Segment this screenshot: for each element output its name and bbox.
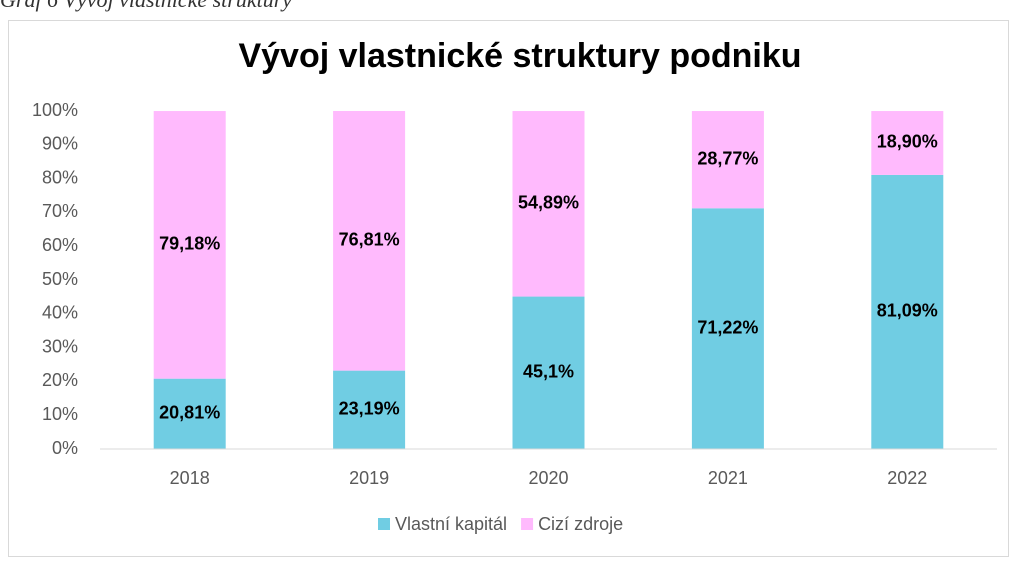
y-tick-label: 40% [42,303,78,323]
y-tick-label: 70% [42,201,78,221]
bar-segment [333,370,406,449]
y-tick-label: 50% [42,269,78,289]
x-tick-label: 2019 [349,468,389,488]
bar-segment [691,208,764,449]
legend-label: Cizí zdroje [538,514,623,534]
data-label: 20,81% [159,403,220,423]
x-tick-label: 2018 [170,468,210,488]
y-tick-label: 20% [42,370,78,390]
y-tick-label: 60% [42,235,78,255]
legend-label: Vlastní kapitál [395,514,507,534]
y-tick-label: 0% [52,438,78,458]
bar-segment [512,111,585,297]
data-label: 23,19% [339,399,400,419]
bar-segment [691,111,764,209]
y-tick-label: 90% [42,134,78,154]
y-tick-label: 30% [42,336,78,356]
y-tick-label: 80% [42,167,78,187]
data-label: 79,18% [159,234,220,254]
data-label: 71,22% [697,317,758,337]
bar-segment [871,111,944,175]
x-tick-label: 2022 [887,468,927,488]
x-tick-label: 2021 [708,468,748,488]
bar-segment [512,296,585,449]
caption: Graf 6 Vývoj vlastnické struktury [0,0,292,12]
data-label: 45,1% [523,362,574,382]
data-label: 54,89% [518,193,579,213]
y-tick-label: 10% [42,404,78,424]
bar-segment [153,378,226,449]
chart-frame [8,20,1009,557]
legend-swatch [378,518,390,530]
x-tick-label: 2020 [528,468,568,488]
bar-segment [333,111,406,371]
data-label: 81,09% [877,301,938,321]
y-tick-label: 100% [32,100,78,120]
data-label: 28,77% [697,148,758,168]
legend-swatch [521,518,534,530]
data-label: 18,90% [877,132,938,152]
data-label: 76,81% [339,230,400,250]
bar-segment [871,174,944,449]
bar-segment [153,111,226,379]
chart-title: Vývoj vlastnické struktury podniku [238,37,801,75]
